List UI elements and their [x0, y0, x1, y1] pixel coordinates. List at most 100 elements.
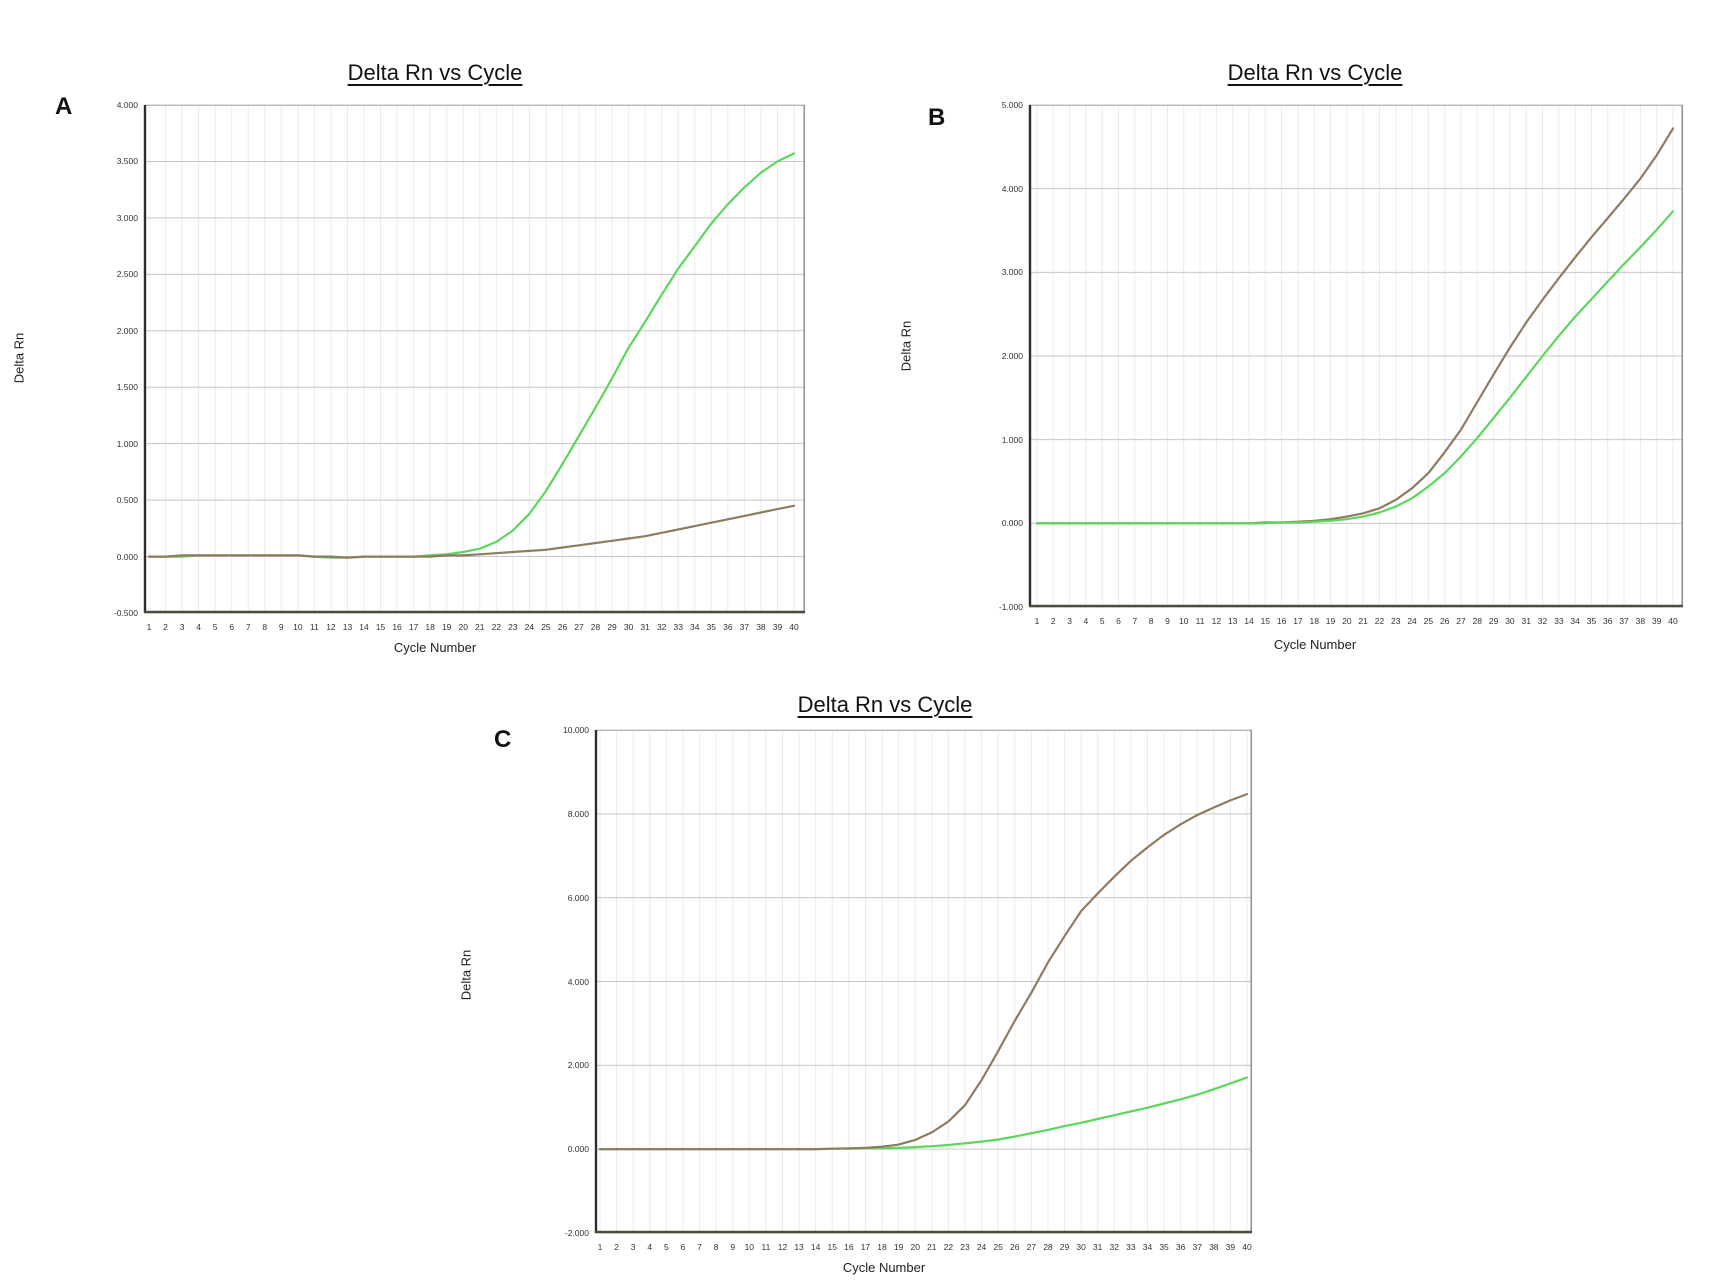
x-tick-label: 40 — [1668, 616, 1678, 626]
x-tick-label: 36 — [1175, 1242, 1186, 1252]
x-tick-label: 30 — [1076, 1242, 1086, 1252]
x-tick-label: 17 — [408, 622, 419, 632]
x-tick-label: 1 — [146, 622, 152, 632]
x-tick-label: 3 — [179, 622, 185, 632]
y-tick-label: 0.000 — [1001, 518, 1023, 529]
x-tick-label: 22 — [1374, 616, 1385, 626]
y-tick-label: -2.000 — [564, 1228, 589, 1238]
green-amplification-curve — [1035, 210, 1675, 525]
x-tick-label: 39 — [1225, 1242, 1236, 1252]
x-tick-label: 33 — [673, 622, 683, 632]
y-tick-label: 1.500 — [116, 382, 138, 393]
x-tick-label: 36 — [723, 622, 733, 632]
x-tick-label: 21 — [475, 622, 485, 632]
green-amplification-curve — [147, 152, 796, 559]
x-tick-label: 6 — [680, 1242, 686, 1252]
y-tick-label: 2.000 — [567, 1060, 589, 1071]
x-tick-label: 9 — [278, 622, 284, 632]
x-tick-label: 14 — [1244, 616, 1254, 626]
x-tick-label: 28 — [1472, 616, 1483, 626]
x-tick-label: 7 — [1132, 616, 1138, 626]
y-tick-label: -0.500 — [113, 608, 138, 618]
y-tick-label: 10.000 — [563, 725, 589, 735]
x-tick-label: 17 — [860, 1242, 871, 1252]
x-tick-label: 35 — [706, 622, 717, 632]
x-axis-title: Cycle Number — [842, 1260, 926, 1275]
x-tick-label: 4 — [196, 622, 201, 632]
x-tick-label: 12 — [777, 1242, 788, 1252]
x-tick-label: 38 — [1209, 1242, 1219, 1252]
x-tick-label: 26 — [1439, 616, 1450, 626]
x-tick-label: 4 — [1083, 616, 1089, 626]
y-tick-label: 4.000 — [1001, 183, 1023, 194]
x-tick-label: 33 — [1554, 616, 1564, 626]
x-tick-label: 14 — [359, 622, 369, 632]
y-tick-label: 3.000 — [116, 212, 138, 223]
y-tick-label: 3.500 — [116, 156, 138, 167]
x-tick-label: 15 — [375, 622, 386, 632]
x-tick-label: 28 — [1043, 1242, 1053, 1252]
x-tick-label: 13 — [1227, 616, 1238, 626]
y-tick-label: 6.000 — [567, 892, 589, 903]
x-tick-label: 25 — [1423, 616, 1434, 626]
x-axis-title: Cycle Number — [393, 640, 477, 655]
x-tick-label: 20 — [458, 622, 468, 632]
y-tick-label: 1.000 — [116, 438, 138, 449]
x-tick-label: 35 — [1586, 616, 1597, 626]
y-tick-label: 2.500 — [116, 269, 138, 280]
x-tick-label: 11 — [761, 1242, 771, 1252]
x-tick-label: 12 — [1211, 616, 1222, 626]
y-tick-label: 2.000 — [116, 325, 138, 336]
brown-amplification-curve — [147, 504, 796, 559]
y-axis-title: Delta Rn — [11, 332, 27, 384]
x-tick-label: 15 — [1260, 616, 1271, 626]
x-tick-label: 1 — [597, 1242, 603, 1252]
x-tick-label: 8 — [262, 622, 268, 632]
x-tick-label: 4 — [647, 1242, 653, 1252]
x-tick-label: 13 — [342, 622, 353, 632]
x-tick-label: 18 — [877, 1242, 887, 1252]
x-tick-label: 24 — [524, 622, 535, 632]
x-tick-label: 27 — [574, 622, 584, 632]
x-tick-label: 26 — [557, 622, 568, 632]
x-tick-label: 27 — [1026, 1242, 1037, 1252]
x-tick-label: 32 — [1537, 616, 1548, 626]
y-tick-label: 3.000 — [1001, 267, 1023, 278]
x-tick-label: 28 — [590, 622, 601, 632]
plot-area — [1028, 104, 1683, 608]
brown-amplification-curve — [1035, 127, 1675, 525]
x-tick-label: 25 — [993, 1242, 1003, 1252]
brown-amplification-curve — [598, 792, 1249, 1151]
x-tick-label: 26 — [1010, 1242, 1020, 1252]
y-tick-label: 1.000 — [1001, 434, 1023, 445]
x-tick-label: 19 — [1325, 616, 1336, 626]
x-tick-label: 23 — [960, 1242, 970, 1252]
x-tick-label: 2 — [1050, 616, 1056, 626]
x-tick-label: 18 — [1309, 616, 1319, 626]
x-tick-label: 32 — [656, 622, 667, 632]
y-tick-label: -1.000 — [998, 602, 1023, 612]
x-tick-label: 3 — [630, 1242, 636, 1252]
x-tick-label: 3 — [1067, 616, 1072, 626]
x-tick-label: 35 — [1159, 1242, 1169, 1252]
panel-letter-a: A — [55, 93, 73, 120]
x-tick-label: 10 — [1179, 616, 1189, 626]
x-tick-label: 34 — [690, 622, 700, 632]
x-tick-label: 16 — [392, 622, 402, 632]
x-tick-label: 5 — [1099, 616, 1105, 626]
x-tick-label: 9 — [730, 1242, 736, 1252]
x-tick-label: 32 — [1109, 1242, 1120, 1252]
x-tick-label: 34 — [1142, 1242, 1153, 1252]
x-tick-label: 37 — [1192, 1242, 1202, 1252]
x-tick-label: 15 — [827, 1242, 837, 1252]
x-tick-label: 20 — [1342, 616, 1352, 626]
x-tick-label: 19 — [441, 622, 452, 632]
y-tick-label: 0.000 — [116, 551, 138, 562]
x-axis-title: Cycle Number — [1273, 637, 1357, 652]
x-tick-label: 2 — [163, 622, 168, 632]
x-tick-label: 33 — [1126, 1242, 1136, 1252]
x-tick-label: 24 — [1407, 616, 1417, 626]
x-tick-label: 11 — [1195, 616, 1205, 626]
x-tick-label: 31 — [1092, 1242, 1103, 1252]
